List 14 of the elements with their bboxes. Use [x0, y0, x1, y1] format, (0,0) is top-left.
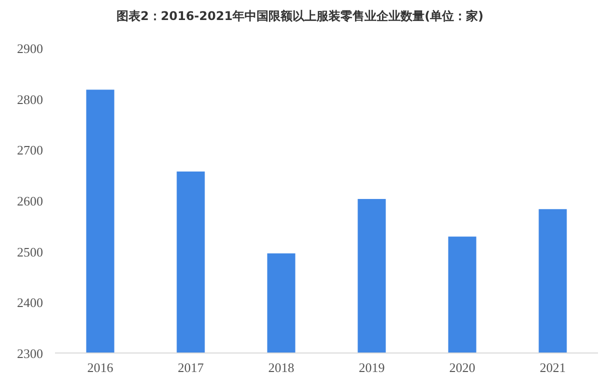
y-tick-label: 2300	[17, 346, 43, 361]
y-tick-label: 2600	[17, 194, 43, 208]
x-tick-label: 2018	[268, 360, 294, 375]
x-tick-label: 2020	[449, 360, 476, 375]
y-tick-label: 2500	[17, 244, 43, 260]
y-tick-label: 2400	[17, 295, 43, 310]
x-tick-label: 2021	[540, 360, 566, 375]
chart-title: 图表2：2016-2021年中国限额以上服装零售业企业数量(单位：家)	[116, 9, 484, 23]
y-tick-label: 2800	[17, 92, 43, 107]
x-tick-label: 2017	[178, 360, 204, 375]
x-tick-label: 2016	[87, 360, 114, 375]
y-tick-label: 2700	[17, 142, 43, 158]
y-tick-label: 2900	[17, 41, 43, 56]
x-tick-label: 2019	[358, 360, 385, 375]
